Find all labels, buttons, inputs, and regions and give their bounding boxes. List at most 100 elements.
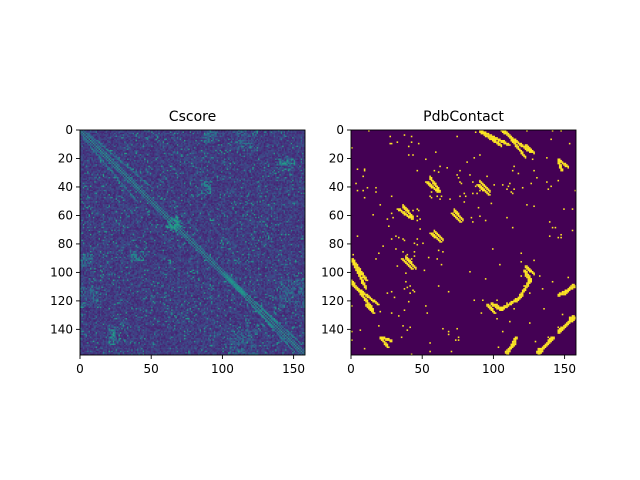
heatmap-cell	[112, 148, 115, 151]
heatmap-cell	[193, 164, 196, 166]
heatmap-cell	[303, 158, 306, 161]
heatmap-cell	[144, 139, 146, 142]
heatmap-cell	[285, 144, 287, 146]
heatmap-cell	[248, 168, 250, 171]
heatmap-cell	[277, 131, 280, 133]
heatmap-cell	[146, 135, 149, 138]
heatmap-cell	[270, 147, 273, 149]
heatmap-cell	[146, 152, 149, 155]
heatmap-cell	[168, 141, 170, 143]
heatmap-cell	[118, 152, 121, 155]
heatmap-cell	[201, 145, 203, 148]
heatmap-cell	[172, 154, 175, 156]
heatmap-cell	[238, 141, 240, 143]
heatmap-cell	[191, 161, 193, 163]
heatmap-cell	[178, 148, 180, 151]
heatmap-cell	[186, 135, 189, 138]
heatmap-cell	[81, 154, 83, 156]
heatmap-cell	[80, 151, 82, 153]
heatmap-cell	[238, 148, 240, 151]
heatmap-cell	[272, 155, 274, 158]
heatmap-cell	[181, 132, 183, 135]
heatmap-cell	[192, 174, 195, 176]
heatmap-cell	[243, 162, 246, 165]
heatmap-cell	[263, 154, 266, 156]
heatmap-cell	[119, 135, 122, 138]
heatmap-cell	[285, 164, 287, 166]
heatmap-cell	[134, 171, 136, 173]
heatmap-cell	[199, 171, 202, 173]
heatmap-cell	[292, 131, 294, 133]
heatmap-cell	[179, 157, 182, 159]
heatmap-cell	[263, 138, 266, 141]
heatmap-cell	[206, 169, 209, 172]
heatmap-cell	[98, 135, 101, 138]
heatmap-cell	[243, 155, 246, 158]
heatmap-cell	[265, 130, 267, 132]
heatmap-cell	[151, 141, 153, 143]
heatmap-cell	[85, 149, 88, 152]
heatmap-cell	[169, 147, 172, 149]
heatmap-cell	[279, 171, 281, 173]
heatmap-cell	[276, 144, 279, 146]
heatmap-cell	[285, 141, 287, 143]
heatmap-cell	[89, 164, 92, 166]
heatmap-cell	[85, 168, 88, 171]
heatmap-cell	[225, 139, 227, 142]
heatmap-cell	[159, 165, 162, 168]
heatmap-cell	[292, 148, 294, 151]
heatmap-cell	[285, 139, 287, 142]
heatmap-cell	[188, 154, 190, 156]
heatmap-cell	[287, 130, 290, 132]
heatmap-cell	[148, 164, 150, 166]
heatmap-cell	[104, 141, 106, 143]
heatmap-cell	[142, 172, 145, 175]
heatmap-cell	[165, 151, 168, 153]
heatmap-cell	[99, 148, 102, 151]
heatmap-cell	[139, 131, 142, 133]
heatmap-cell	[273, 152, 276, 155]
heatmap-cell	[238, 152, 240, 155]
heatmap-cell	[124, 154, 126, 156]
heatmap-cell	[85, 157, 88, 159]
heatmap-cell	[229, 138, 232, 141]
heatmap-cell	[131, 131, 133, 133]
heatmap-cell	[141, 145, 143, 148]
heatmap-cell	[117, 165, 119, 168]
heatmap-cell	[203, 134, 206, 136]
heatmap-cell	[226, 137, 229, 139]
heatmap-cell	[166, 157, 169, 159]
heatmap-cell	[223, 142, 226, 145]
heatmap-cell	[118, 154, 121, 156]
heatmap-cell	[146, 168, 149, 171]
heatmap-cell	[272, 132, 274, 135]
heatmap-cell	[149, 162, 152, 165]
heatmap-cell	[185, 157, 187, 159]
heatmap-cell	[168, 152, 170, 155]
heatmap-cell	[182, 164, 185, 166]
heatmap-cell	[206, 155, 209, 158]
heatmap-cell	[297, 134, 300, 136]
heatmap-cell	[252, 161, 254, 163]
heatmap-cell	[240, 135, 243, 138]
heatmap-cell	[202, 149, 205, 152]
heatmap-cell	[101, 145, 103, 148]
heatmap-cell	[195, 165, 197, 168]
heatmap-cell	[88, 142, 91, 145]
heatmap-cell	[238, 169, 240, 172]
heatmap-cell	[198, 144, 200, 146]
heatmap-cell	[178, 132, 180, 135]
heatmap-cell	[302, 148, 304, 151]
heatmap-cell	[239, 131, 242, 133]
heatmap-cell	[219, 158, 222, 161]
heatmap-cell	[270, 152, 273, 155]
heatmap-cell	[252, 155, 254, 158]
heatmap-cell	[238, 132, 240, 135]
heatmap-cell	[104, 172, 106, 175]
heatmap-cell	[95, 145, 98, 148]
heatmap-cell	[279, 152, 281, 155]
heatmap-cell	[295, 151, 297, 153]
heatmap-cell	[226, 172, 229, 175]
heatmap-cell	[300, 132, 303, 135]
heatmap-cell	[161, 159, 163, 162]
